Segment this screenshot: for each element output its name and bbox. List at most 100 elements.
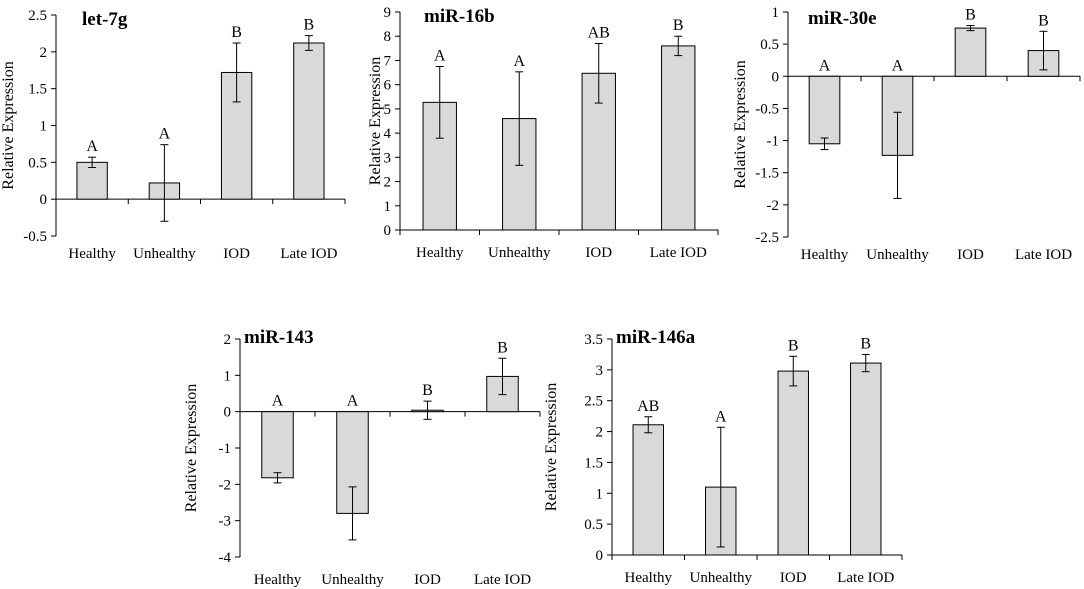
y-tick-label: 3 xyxy=(596,363,604,379)
category-label: Unhealthy xyxy=(488,245,551,261)
y-tick-label: 0 xyxy=(224,405,232,421)
y-tick-label: -1 xyxy=(767,134,780,150)
y-tick-label: -3 xyxy=(219,514,232,530)
panel-title: miR-30e xyxy=(808,8,877,29)
y-tick-label: 2 xyxy=(40,45,48,61)
y-tick-label: 1.5 xyxy=(584,455,603,471)
y-tick-label: 8 xyxy=(384,29,392,45)
y-tick-label: 1 xyxy=(40,119,48,135)
panel-mir-146a: 0 0.5 1 1.5 2 2.5 3 3.5 AB Healthy A Unhealthy B IOD B… xyxy=(543,327,903,586)
y-tick-label: 2 xyxy=(596,425,604,441)
significance-label: A xyxy=(159,126,171,143)
bar xyxy=(777,370,809,556)
y-tick-label: 0.5 xyxy=(584,517,603,533)
significance-label: A xyxy=(819,57,831,74)
y-axis-label: Relative Expression xyxy=(732,60,749,188)
y-tick-label: 3 xyxy=(384,150,392,166)
bar xyxy=(293,42,325,200)
bar xyxy=(954,27,987,77)
category-label: Late IOD xyxy=(650,245,707,261)
category-label: IOD xyxy=(585,245,612,261)
category-label: Healthy xyxy=(625,570,673,586)
panel-mir-30e: -2.5 -2 -1.5 -1 -0.5 0 0.5 1 A Healthy A Unhealthy B… xyxy=(732,5,1081,263)
y-tick-label: 1 xyxy=(772,5,780,21)
y-tick-label: -1 xyxy=(219,441,232,457)
category-label: IOD xyxy=(223,246,250,262)
category-label: Unhealthy xyxy=(866,247,929,263)
significance-label: A xyxy=(272,393,284,410)
category-label: IOD xyxy=(957,247,984,263)
y-tick-label: 2.5 xyxy=(28,8,47,24)
y-tick-label: -0.5 xyxy=(755,101,779,117)
category-label: Late IOD xyxy=(1015,247,1072,263)
y-tick-label: 0 xyxy=(40,192,48,208)
category-label: IOD xyxy=(780,570,807,586)
significance-label: A xyxy=(86,138,98,155)
y-axis-label: Relative Expression xyxy=(543,383,560,511)
significance-label: AB xyxy=(588,24,610,41)
y-tick-label: 9 xyxy=(384,5,392,21)
significance-label: B xyxy=(788,337,799,354)
y-axis-label: Relative Expression xyxy=(0,61,17,189)
y-tick-label: 1.5 xyxy=(28,82,47,98)
y-tick-label: 3.5 xyxy=(584,332,603,348)
y-tick-label: -1.5 xyxy=(755,166,779,182)
significance-label: AB xyxy=(637,398,659,415)
category-label: Unhealthy xyxy=(690,570,753,586)
y-axis-label: Relative Expression xyxy=(183,384,200,512)
significance-label: B xyxy=(965,7,976,24)
panel-mir-16b: 0 1 2 3 4 5 6 7 8 9 A Healthy A Unhealthy AB IOD B Late I… xyxy=(367,5,719,261)
y-tick-label: -2.5 xyxy=(755,230,779,246)
panel-mir-143: -4 -3 -2 -1 0 1 2 A Healthy A Unhealthy B IOD B Late I… xyxy=(183,327,541,588)
y-tick-label: 2 xyxy=(224,332,232,348)
y-tick-label: 0 xyxy=(384,223,392,239)
category-label: Unhealthy xyxy=(321,572,384,588)
y-tick-label: 7 xyxy=(384,53,392,69)
y-tick-label: -4 xyxy=(219,550,232,566)
y-tick-label: 1 xyxy=(384,199,392,215)
category-label: Healthy xyxy=(416,245,464,261)
category-label: IOD xyxy=(414,572,441,588)
panel-title: miR-143 xyxy=(244,327,314,348)
significance-label: B xyxy=(497,339,508,356)
y-axis-label: Relative Expression xyxy=(367,57,384,185)
panel-title: let-7g xyxy=(82,9,128,30)
category-label: Late IOD xyxy=(474,572,531,588)
y-tick-label: 0.5 xyxy=(28,155,47,171)
category-label: Late IOD xyxy=(837,570,894,586)
significance-label: B xyxy=(304,17,315,34)
significance-label: A xyxy=(892,57,904,74)
significance-label: B xyxy=(673,17,684,34)
y-tick-label: 2.5 xyxy=(584,394,603,410)
y-tick-label: 0 xyxy=(596,548,604,564)
panel-title: miR-146a xyxy=(616,327,696,348)
significance-label: B xyxy=(1038,12,1049,29)
y-tick-label: -2 xyxy=(219,477,232,493)
bar xyxy=(661,45,696,231)
significance-label: A xyxy=(513,53,525,70)
y-tick-label: 1 xyxy=(224,368,232,384)
category-label: Healthy xyxy=(68,246,116,262)
category-label: Late IOD xyxy=(280,246,337,262)
bar xyxy=(261,411,294,479)
significance-label: A xyxy=(434,48,446,65)
significance-label: A xyxy=(715,408,727,425)
category-label: Unhealthy xyxy=(133,246,196,262)
y-tick-label: 0 xyxy=(772,69,780,85)
bar xyxy=(808,75,841,145)
significance-label: B xyxy=(860,335,871,352)
significance-label: A xyxy=(347,393,359,410)
category-label: Healthy xyxy=(254,572,302,588)
y-tick-label: 2 xyxy=(384,175,392,191)
y-tick-label: 5 xyxy=(384,102,392,118)
y-tick-label: -0.5 xyxy=(23,229,47,245)
y-tick-label: 4 xyxy=(384,126,392,142)
bar xyxy=(632,424,664,556)
panel-let-7g: -0.5 0 0.5 1 1.5 2 2.5 A Healthy A Unhealthy B IOD B L… xyxy=(0,8,346,262)
y-tick-label: 6 xyxy=(384,78,392,94)
bar xyxy=(850,362,882,556)
bar xyxy=(76,161,108,200)
panel-title: miR-16b xyxy=(424,6,495,27)
y-tick-label: 1 xyxy=(596,486,604,502)
significance-label: B xyxy=(422,382,433,399)
